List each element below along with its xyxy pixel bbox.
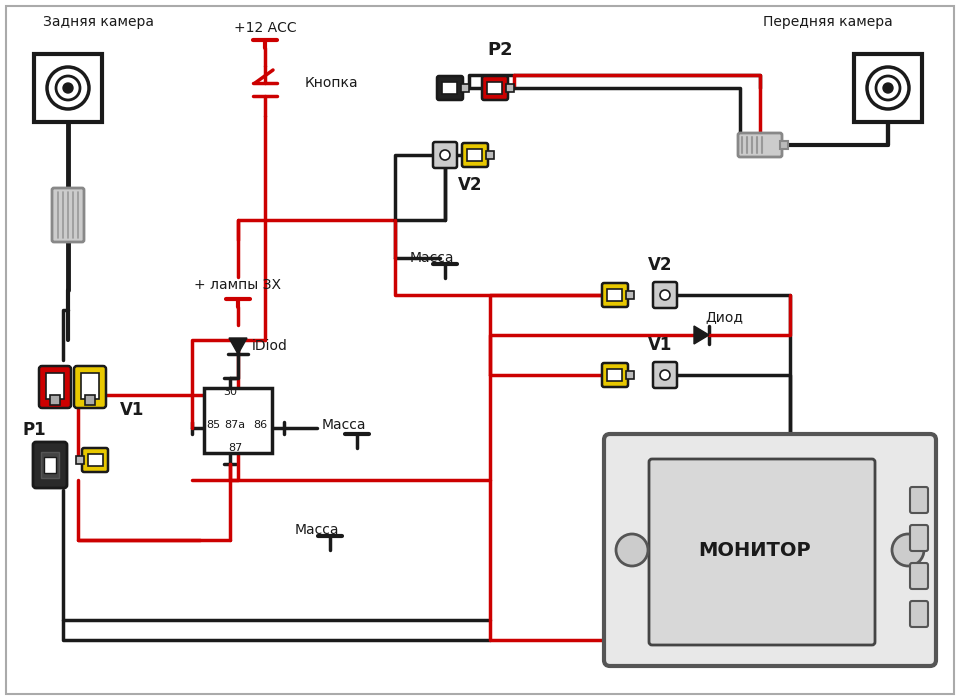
Circle shape (867, 67, 909, 109)
FancyBboxPatch shape (910, 487, 928, 513)
FancyBboxPatch shape (653, 282, 677, 308)
Bar (626, 371, 634, 379)
Circle shape (660, 370, 670, 380)
Text: МОНИТОР: МОНИТОР (699, 540, 811, 559)
Bar (506, 84, 514, 92)
Text: Диод: Диод (705, 310, 743, 324)
Text: 30: 30 (223, 387, 237, 397)
Bar (34, 54, 102, 122)
Circle shape (56, 76, 80, 100)
Bar (442, 82, 457, 94)
Bar (44, 457, 56, 473)
Circle shape (876, 76, 900, 100)
Bar (461, 84, 469, 92)
Text: 85: 85 (206, 420, 220, 430)
Bar (486, 151, 494, 159)
Polygon shape (229, 338, 247, 354)
Bar (81, 373, 99, 399)
Circle shape (660, 290, 670, 300)
Text: V1: V1 (120, 401, 144, 419)
Text: V2: V2 (458, 176, 482, 194)
FancyBboxPatch shape (52, 188, 84, 242)
Bar (607, 369, 622, 381)
Bar (41, 452, 59, 478)
FancyBboxPatch shape (462, 143, 488, 167)
Text: 87: 87 (228, 443, 242, 453)
Text: P1: P1 (22, 421, 46, 439)
Bar (487, 82, 502, 94)
Text: 86: 86 (252, 420, 267, 430)
FancyBboxPatch shape (437, 76, 463, 100)
Text: 87а: 87а (225, 420, 246, 430)
Bar (76, 456, 84, 464)
Bar (626, 291, 634, 299)
FancyBboxPatch shape (482, 76, 508, 100)
Circle shape (440, 150, 450, 160)
FancyBboxPatch shape (910, 601, 928, 627)
Text: + лампы ЗХ: + лампы ЗХ (195, 278, 281, 292)
Text: Кнопка: Кнопка (305, 76, 359, 90)
FancyBboxPatch shape (910, 525, 928, 551)
Text: Задняя камера: Задняя камера (43, 15, 154, 29)
Bar (854, 54, 922, 122)
FancyBboxPatch shape (602, 283, 628, 307)
Text: +12 АСС: +12 АСС (233, 21, 297, 35)
Bar (88, 454, 103, 466)
Circle shape (63, 83, 73, 93)
FancyBboxPatch shape (738, 133, 782, 157)
FancyBboxPatch shape (82, 448, 108, 472)
Text: Масса: Масса (322, 418, 367, 432)
Text: Масса: Масса (295, 523, 340, 537)
FancyBboxPatch shape (910, 563, 928, 589)
Circle shape (616, 534, 648, 566)
FancyBboxPatch shape (653, 362, 677, 388)
Bar (204, 388, 272, 453)
FancyBboxPatch shape (33, 442, 67, 488)
FancyBboxPatch shape (604, 434, 936, 666)
Circle shape (892, 534, 924, 566)
FancyBboxPatch shape (602, 363, 628, 387)
Polygon shape (694, 326, 709, 344)
Bar (85, 395, 95, 405)
FancyBboxPatch shape (74, 366, 106, 408)
Text: P2: P2 (487, 41, 513, 59)
Bar (46, 373, 64, 399)
FancyBboxPatch shape (39, 366, 71, 408)
Text: iDiod: iDiod (252, 339, 288, 353)
FancyBboxPatch shape (649, 459, 875, 645)
FancyBboxPatch shape (433, 142, 457, 168)
Circle shape (883, 83, 893, 93)
Text: Передняя камера: Передняя камера (763, 15, 893, 29)
Bar (607, 289, 622, 301)
Text: Масса: Масса (410, 251, 454, 265)
Text: V1: V1 (648, 336, 672, 354)
Circle shape (47, 67, 89, 109)
Bar (467, 149, 482, 161)
Text: V2: V2 (648, 256, 672, 274)
Bar (780, 141, 788, 149)
Bar (50, 395, 60, 405)
